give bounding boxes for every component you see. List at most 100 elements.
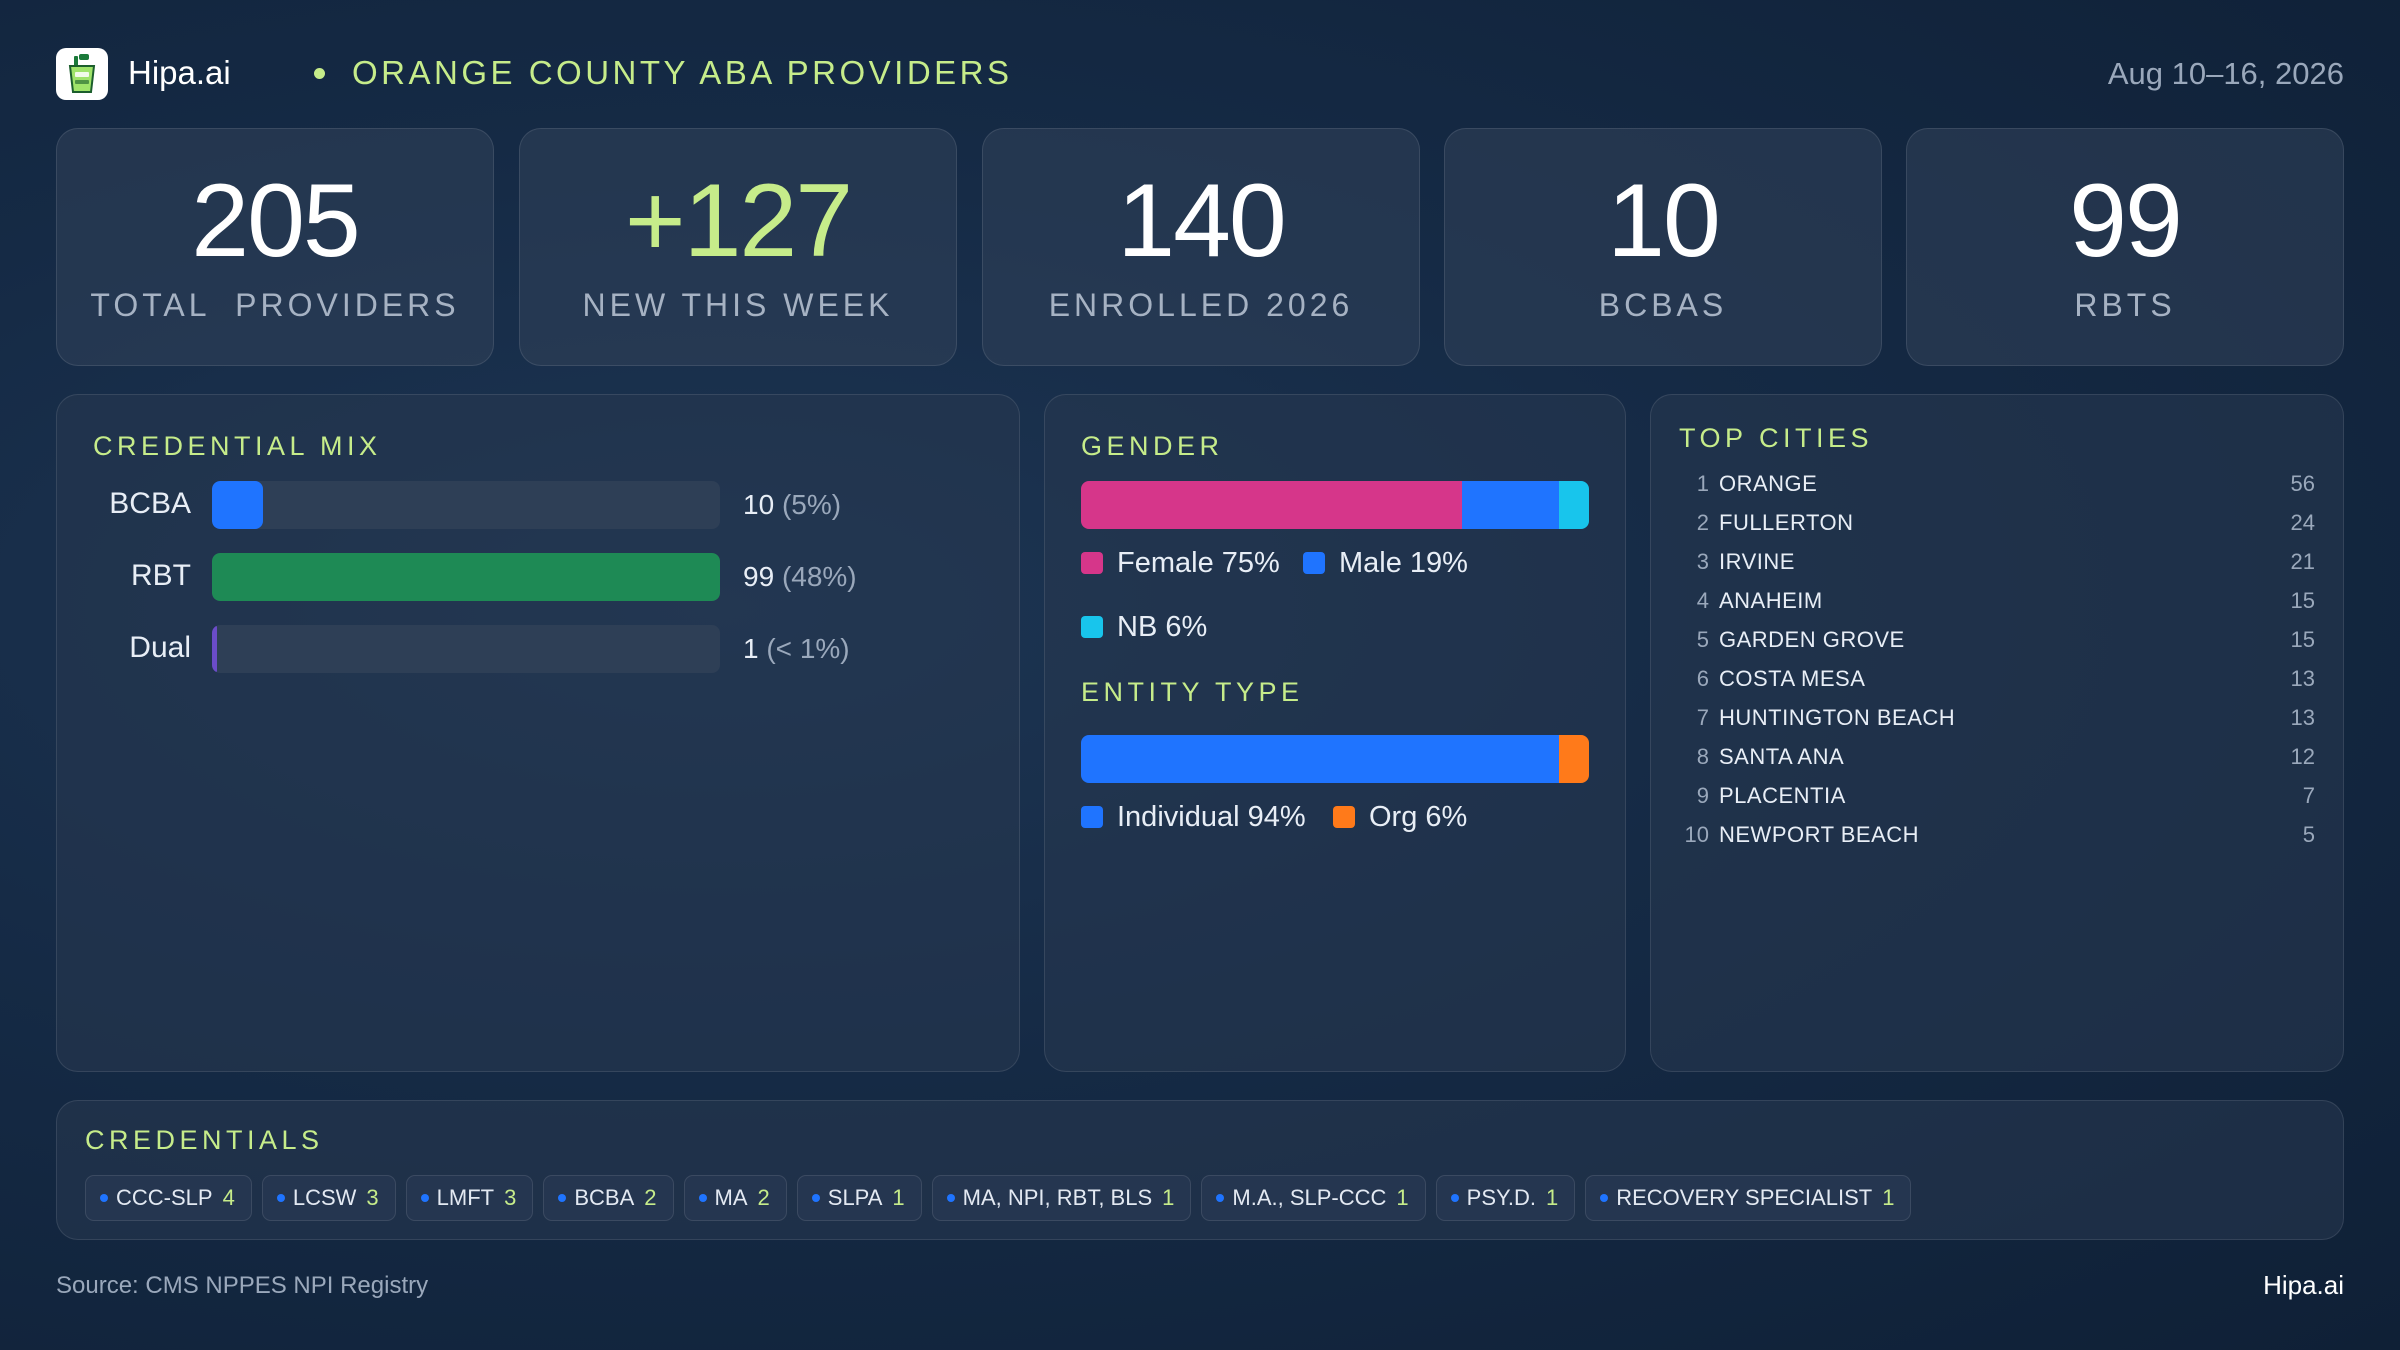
- city-name: ORANGE: [1719, 471, 1818, 496]
- city-rank: 3: [1696, 549, 1709, 574]
- credential-bar-fill: [212, 625, 218, 673]
- city-name: SANTA ANA: [1719, 744, 1845, 769]
- chip-label: MA, NPI, RBT, BLS: [962, 1185, 1153, 1210]
- credential-chip[interactable]: RECOVERY SPECIALIST 1: [1585, 1175, 1912, 1221]
- credential-label: RBT: [131, 559, 191, 592]
- legend-male: Male 19%: [1303, 547, 1468, 580]
- credential-row-rbt: RBT 99 (48%): [57, 553, 1017, 601]
- legend-individual: Individual 94%: [1081, 801, 1306, 834]
- chip-label: BCBA: [574, 1185, 635, 1210]
- credential-bar-track: [212, 625, 720, 673]
- credential-chip[interactable]: CCC-SLP 4: [85, 1175, 252, 1221]
- chip-count: 1: [892, 1185, 905, 1210]
- credential-bar-fill: [212, 553, 720, 601]
- date-range: Aug 10–16, 2026: [2107, 56, 2344, 91]
- city-rank: 8: [1696, 744, 1709, 769]
- chip-dot-icon: [1450, 1194, 1459, 1202]
- panel-title: CREDENTIAL MIX: [93, 431, 382, 461]
- stat-label: BCBAS: [1598, 287, 1728, 323]
- city-name: PLACENTIA: [1719, 783, 1846, 808]
- legend-swatch: [1081, 552, 1103, 574]
- gender-entity-panel: GENDER Female 75% Male 19% NB 6% ENTITY …: [1044, 394, 1626, 1072]
- chip-label: CCC-SLP: [116, 1185, 213, 1210]
- legend-swatch: [1303, 552, 1325, 574]
- city-rank: 5: [1696, 627, 1709, 652]
- credential-chip[interactable]: SLPA 1: [796, 1175, 922, 1221]
- city-count: 56: [2290, 471, 2315, 496]
- stat-card-rbts: 99 RBTS: [1906, 128, 2344, 366]
- city-row: 10 NEWPORT BEACH 5: [1679, 822, 2315, 852]
- city-count: 15: [2290, 588, 2315, 613]
- city-name: IRVINE: [1719, 549, 1795, 574]
- city-rank: 10: [1684, 822, 1709, 847]
- chip-dot-icon: [1600, 1194, 1609, 1202]
- credential-value: 10 (5%): [743, 489, 842, 520]
- stat-value: 10: [1607, 163, 1721, 279]
- chip-label: MA: [714, 1185, 748, 1210]
- stat-value: 205: [191, 163, 361, 279]
- city-row: 3 IRVINE 21: [1679, 549, 2315, 579]
- chip-dot-icon: [420, 1194, 429, 1202]
- chip-dot-icon: [811, 1194, 820, 1202]
- city-row: 8 SANTA ANA 12: [1679, 744, 2315, 774]
- credential-chip[interactable]: LMFT 3: [405, 1175, 534, 1221]
- chip-dot-icon: [558, 1194, 567, 1202]
- chip-dot-icon: [276, 1194, 285, 1202]
- credential-bar-track: [212, 553, 720, 601]
- panel-title: TOP CITIES: [1679, 423, 1874, 453]
- city-row: 5 GARDEN GROVE 15: [1679, 627, 2315, 657]
- credential-chip[interactable]: MA, NPI, RBT, BLS 1: [931, 1175, 1192, 1221]
- legend-swatch: [1333, 806, 1355, 828]
- credential-chip[interactable]: LCSW 3: [261, 1175, 396, 1221]
- top-cities-panel: TOP CITIES 1 ORANGE 56 2 FULLERTON 24 3 IRVINE 2…: [1650, 394, 2344, 1072]
- city-rank: 1: [1696, 471, 1709, 496]
- city-name: FULLERTON: [1719, 510, 1854, 535]
- drink-cup-icon: [68, 54, 96, 93]
- city-count: 24: [2290, 510, 2315, 535]
- credential-row-dual: Dual 1 (< 1%): [57, 625, 1017, 673]
- stack-segment: [1462, 481, 1559, 529]
- stat-label: TOTAL PROVIDERS: [90, 287, 460, 323]
- city-count: 21: [2290, 549, 2315, 574]
- chip-label: M.A., SLP-CCC: [1232, 1185, 1387, 1210]
- city-row: 1 ORANGE 56: [1679, 471, 2315, 501]
- gender-stacked-bar: [1081, 481, 1589, 529]
- header: Hipa.ai ORANGE COUNTY ABA PROVIDERS Aug …: [56, 48, 2344, 100]
- city-count: 7: [2302, 783, 2315, 808]
- chip-dot-icon: [946, 1194, 955, 1202]
- credential-row-bcba: BCBA 10 (5%): [57, 481, 1017, 529]
- city-count: 5: [2302, 822, 2315, 847]
- chip-dot-icon: [100, 1194, 108, 1202]
- entity-type-title: ENTITY TYPE: [1081, 677, 1304, 707]
- credential-chip[interactable]: PSY.D. 1: [1435, 1175, 1576, 1221]
- panel-title: CREDENTIALS: [85, 1125, 324, 1155]
- source-note: Source: CMS NPPES NPI Registry: [56, 1272, 429, 1299]
- legend-nb: NB 6%: [1081, 611, 1207, 644]
- credential-mix-panel: CREDENTIAL MIX BCBA 10 (5%) RBT 99 (48%)…: [56, 394, 1020, 1072]
- gender-title: GENDER: [1081, 431, 1224, 461]
- credential-chip[interactable]: MA 2: [683, 1175, 787, 1221]
- legend-swatch: [1081, 806, 1103, 828]
- credential-chip[interactable]: M.A., SLP-CCC 1: [1201, 1175, 1426, 1221]
- city-name: COSTA MESA: [1719, 666, 1866, 691]
- city-name: NEWPORT BEACH: [1719, 822, 1920, 847]
- stat-label: ENROLLED 2026: [1048, 287, 1354, 323]
- legend-swatch: [1081, 616, 1103, 638]
- credential-bar-fill: [212, 481, 263, 529]
- credential-bar-track: [212, 481, 720, 529]
- legend-org: Org 6%: [1333, 801, 1467, 834]
- credential-label: BCBA: [109, 487, 191, 520]
- stat-card-bcbas: 10 BCBAS: [1444, 128, 1882, 366]
- city-row: 2 FULLERTON 24: [1679, 510, 2315, 540]
- app-logo[interactable]: [56, 48, 108, 100]
- credentials-panel: CREDENTIALS CCC-SLP 4 LCSW 3 LMFT 3 BCBA 2 MA 2 SL…: [56, 1100, 2344, 1240]
- city-rank: 9: [1696, 783, 1709, 808]
- city-row: 7 HUNTINGTON BEACH 13: [1679, 705, 2315, 735]
- credential-chip[interactable]: BCBA 2: [543, 1175, 674, 1221]
- chip-label: LMFT: [436, 1185, 495, 1210]
- footer-brand: Hipa.ai: [2263, 1270, 2344, 1300]
- stack-segment: [1081, 735, 1559, 783]
- chip-dot-icon: [698, 1194, 707, 1202]
- stack-segment: [1081, 481, 1462, 529]
- chip-label: SLPA: [827, 1185, 883, 1210]
